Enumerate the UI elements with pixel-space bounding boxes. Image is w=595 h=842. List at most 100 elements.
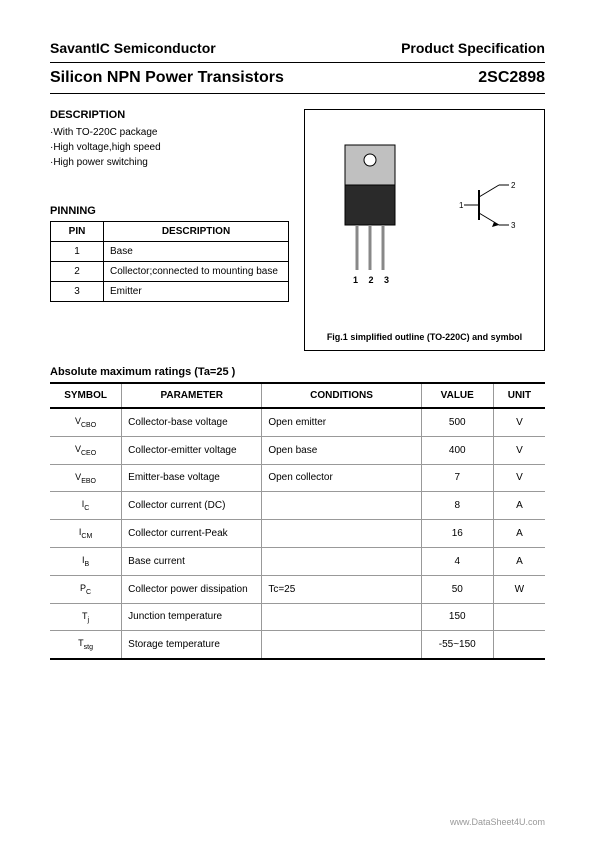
- value-cell: 50: [421, 575, 493, 603]
- symbol-cell: ICM: [50, 520, 122, 548]
- transistor-symbol-icon: 1 2 3: [459, 170, 519, 240]
- value-cell: 8: [421, 492, 493, 520]
- unit-cell: A: [493, 492, 545, 520]
- pin-labels: 1 2 3: [353, 275, 393, 285]
- pinning-table: PIN DESCRIPTION 1 Base 2 Collector;conne…: [50, 221, 289, 302]
- param-cell: Collector-base voltage: [122, 408, 262, 436]
- table-row: VEBOEmitter-base voltageOpen collector7V: [50, 464, 545, 492]
- symbol-cell: VCEO: [50, 436, 122, 464]
- symbol-pin-b: 1: [459, 201, 464, 210]
- param-cell: Collector-emitter voltage: [122, 436, 262, 464]
- cond-cell: [262, 520, 421, 548]
- value-cell: 500: [421, 408, 493, 436]
- symbol-cell: Tj: [50, 603, 122, 631]
- value-cell: 16: [421, 520, 493, 548]
- symbol-cell: VEBO: [50, 464, 122, 492]
- param-cell: Collector power dissipation: [122, 575, 262, 603]
- ratings-table: SYMBOL PARAMETER CONDITIONS VALUE UNIT V…: [50, 382, 545, 660]
- param-cell: Collector current (DC): [122, 492, 262, 520]
- desc-item: ·With TO-220C package: [50, 125, 289, 140]
- symbol-cell: Tstg: [50, 631, 122, 659]
- cond-cell: [262, 547, 421, 575]
- unit-cell: V: [493, 436, 545, 464]
- value-cell: 7: [421, 464, 493, 492]
- footer-url: www.DataSheet4U.com: [450, 817, 545, 827]
- param-cell: Collector current-Peak: [122, 520, 262, 548]
- table-row: 3 Emitter: [51, 282, 289, 302]
- col-unit: UNIT: [493, 383, 545, 408]
- pin-cell: 3: [51, 282, 104, 302]
- desc-cell: Base: [104, 242, 289, 262]
- col-desc: DESCRIPTION: [104, 222, 289, 242]
- cond-cell: Open base: [262, 436, 421, 464]
- cond-cell: Open emitter: [262, 408, 421, 436]
- col-pin: PIN: [51, 222, 104, 242]
- table-row: IBBase current 4A: [50, 547, 545, 575]
- ratings-heading: Absolute maximum ratings (Ta=25 ): [50, 366, 545, 378]
- package-icon: [335, 135, 405, 275]
- table-row: VCEOCollector-emitter voltageOpen base40…: [50, 436, 545, 464]
- table-header-row: SYMBOL PARAMETER CONDITIONS VALUE UNIT: [50, 383, 545, 408]
- value-cell: -55~150: [421, 631, 493, 659]
- table-row: TjJunction temperature 150: [50, 603, 545, 631]
- symbol-cell: VCBO: [50, 408, 122, 436]
- header: SavantIC Semiconductor Product Specifica…: [50, 40, 545, 56]
- col-conditions: CONDITIONS: [262, 383, 421, 408]
- table-row: TstgStorage temperature -55~150: [50, 631, 545, 659]
- cond-cell: [262, 492, 421, 520]
- content-block: DESCRIPTION ·With TO-220C package ·High …: [50, 109, 545, 351]
- cond-cell: Tc=25: [262, 575, 421, 603]
- part-number: 2SC2898: [478, 69, 545, 87]
- unit-cell: V: [493, 408, 545, 436]
- symbol-pin-e: 3: [511, 221, 516, 230]
- table-row: VCBOCollector-base voltageOpen emitter50…: [50, 408, 545, 436]
- company-name: SavantIC Semiconductor: [50, 40, 216, 56]
- cond-cell: [262, 603, 421, 631]
- unit-cell: W: [493, 575, 545, 603]
- value-cell: 4: [421, 547, 493, 575]
- param-cell: Storage temperature: [122, 631, 262, 659]
- col-value: VALUE: [421, 383, 493, 408]
- symbol-cell: PC: [50, 575, 122, 603]
- symbol-cell: IC: [50, 492, 122, 520]
- table-row: ICCollector current (DC) 8A: [50, 492, 545, 520]
- description-heading: DESCRIPTION: [50, 109, 289, 121]
- symbol-cell: IB: [50, 547, 122, 575]
- desc-cell: Emitter: [104, 282, 289, 302]
- description-list: ·With TO-220C package ·High voltage,high…: [50, 125, 289, 170]
- table-row: 1 Base: [51, 242, 289, 262]
- doc-type: Product Specification: [401, 40, 545, 56]
- figure-caption: Fig.1 simplified outline (TO-220C) and s…: [305, 332, 544, 342]
- cond-cell: [262, 631, 421, 659]
- cond-cell: Open collector: [262, 464, 421, 492]
- table-row: 2 Collector;connected to mounting base: [51, 262, 289, 282]
- table-row: ICMCollector current-Peak 16A: [50, 520, 545, 548]
- desc-item: ·High voltage,high speed: [50, 140, 289, 155]
- divider: [50, 93, 545, 94]
- pin-cell: 2: [51, 262, 104, 282]
- left-column: DESCRIPTION ·With TO-220C package ·High …: [50, 109, 289, 351]
- table-header-row: PIN DESCRIPTION: [51, 222, 289, 242]
- product-line: Silicon NPN Power Transistors: [50, 69, 284, 87]
- desc-cell: Collector;connected to mounting base: [104, 262, 289, 282]
- pin-cell: 1: [51, 242, 104, 262]
- param-cell: Junction temperature: [122, 603, 262, 631]
- unit-cell: A: [493, 520, 545, 548]
- param-cell: Emitter-base voltage: [122, 464, 262, 492]
- title-row: Silicon NPN Power Transistors 2SC2898: [50, 69, 545, 87]
- pinning-heading: PINNING: [50, 205, 289, 217]
- param-cell: Base current: [122, 547, 262, 575]
- unit-cell: A: [493, 547, 545, 575]
- unit-cell: V: [493, 464, 545, 492]
- table-row: PCCollector power dissipationTc=2550W: [50, 575, 545, 603]
- col-symbol: SYMBOL: [50, 383, 122, 408]
- symbol-pin-c: 2: [511, 181, 516, 190]
- value-cell: 150: [421, 603, 493, 631]
- unit-cell: [493, 603, 545, 631]
- col-parameter: PARAMETER: [122, 383, 262, 408]
- divider: [50, 62, 545, 63]
- unit-cell: [493, 631, 545, 659]
- figure-box: 1 2 3 1 2 3 Fig.1 simplified outline (TO…: [304, 109, 545, 351]
- value-cell: 400: [421, 436, 493, 464]
- desc-item: ·High power switching: [50, 155, 289, 170]
